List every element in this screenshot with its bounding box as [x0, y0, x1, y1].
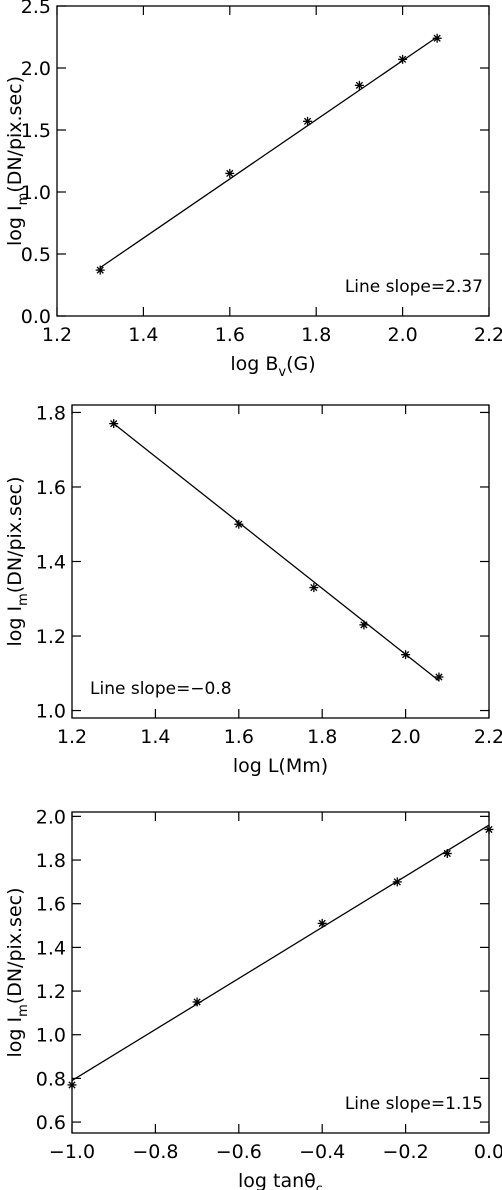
data-point — [109, 419, 119, 429]
y-tick-label: 1.5 — [21, 120, 51, 142]
x-tick-label: 1.8 — [301, 324, 331, 346]
y-tick-label: 1.0 — [21, 182, 51, 204]
x-tick-label: 2.2 — [474, 324, 502, 346]
y-tick-label: 2.0 — [36, 806, 66, 828]
data-point — [303, 116, 313, 126]
x-tick-label: 2.0 — [387, 324, 417, 346]
data-point — [484, 824, 494, 834]
x-tick-label: −0.4 — [299, 1141, 345, 1163]
y-tick-label: 1.2 — [36, 981, 66, 1003]
y-tick-label: 1.8 — [36, 850, 66, 872]
y-tick-label: 1.0 — [36, 701, 66, 723]
data-point — [95, 265, 105, 275]
x-tick-label: −0.2 — [383, 1141, 429, 1163]
y-tick-label: 2.0 — [21, 58, 51, 80]
x-tick-label: 1.6 — [215, 324, 245, 346]
y-tick-label: 1.6 — [36, 894, 66, 916]
data-point — [401, 650, 411, 660]
y-axis-label: log Im(DN/pix.sec) — [4, 76, 31, 246]
x-axis-label: log tanθc — [238, 1170, 323, 1190]
x-axis-label: log L(Mm) — [233, 755, 328, 777]
fit-line — [113, 423, 440, 682]
slope-annotation: Line slope=2.37 — [345, 277, 483, 297]
chart-panel-1: 1.2 1.4 1.6 1.8 2.0 2.2 0.0 0.5 1.0 1.5 2.0 2.5 Line… — [4, 0, 502, 380]
x-tick-label: 1.2 — [42, 324, 72, 346]
x-tick-label: 2.2 — [474, 726, 502, 748]
y-tick-label: 0.8 — [36, 1068, 66, 1090]
slope-annotation: Line slope=−0.8 — [90, 679, 232, 699]
x-tick-label: 2.0 — [390, 726, 420, 748]
data-point — [392, 877, 402, 887]
fit-line — [71, 824, 490, 1082]
plot-frame — [56, 5, 490, 317]
data-point — [442, 848, 452, 858]
x-tick-label: 1.4 — [128, 324, 158, 346]
data-point — [434, 672, 444, 682]
data-point — [354, 80, 364, 90]
y-tick-label: 0.6 — [36, 1112, 66, 1134]
data-point — [192, 997, 202, 1007]
y-tick-label: 2.5 — [21, 0, 51, 18]
y-axis-label: log Im(DN/pix.sec) — [4, 476, 31, 646]
data-point — [234, 519, 244, 529]
x-axis-label: log Bv(G) — [230, 353, 315, 380]
y-tick-label: 1.4 — [36, 552, 66, 574]
x-tick-label: 1.6 — [224, 726, 254, 748]
data-point — [432, 33, 442, 43]
y-tick-label: 1.6 — [36, 477, 66, 499]
plot-frame — [71, 811, 490, 1134]
x-tick-label: −0.8 — [132, 1141, 178, 1163]
data-point — [225, 168, 235, 178]
chart-panel-2: 1.2 1.4 1.6 1.8 2.0 2.2 1.0 1.2 1.4 1.6 1.8 Line sl… — [4, 402, 502, 777]
data-point — [309, 583, 319, 593]
y-axis-label: log Im(DN/pix.sec) — [4, 887, 31, 1057]
x-tick-label: 1.8 — [307, 726, 337, 748]
chart-panel-3: −1.0 −0.8 −0.6 −0.4 −0.2 0.0 0.6 0.8 1.0 1.2 1.4 1.… — [4, 806, 502, 1190]
x-tick-label: 1.4 — [140, 726, 170, 748]
y-tick-label: 1.4 — [36, 937, 66, 959]
fit-line — [99, 36, 438, 269]
y-tick-label: 0.5 — [21, 244, 51, 266]
data-point — [359, 620, 369, 630]
data-point — [317, 918, 327, 928]
data-point — [67, 1080, 77, 1090]
x-tick-label: −1.0 — [49, 1141, 95, 1163]
y-tick-label: 1.2 — [36, 626, 66, 648]
y-tick-label: 1.0 — [36, 1025, 66, 1047]
data-point — [398, 54, 408, 64]
x-tick-label: −0.6 — [216, 1141, 262, 1163]
y-tick-label: 0.0 — [21, 306, 51, 328]
slope-annotation: Line slope=1.15 — [345, 1094, 483, 1114]
x-tick-label: 0.0 — [474, 1141, 502, 1163]
y-tick-label: 1.8 — [36, 402, 66, 424]
x-tick-label: 1.2 — [57, 726, 87, 748]
